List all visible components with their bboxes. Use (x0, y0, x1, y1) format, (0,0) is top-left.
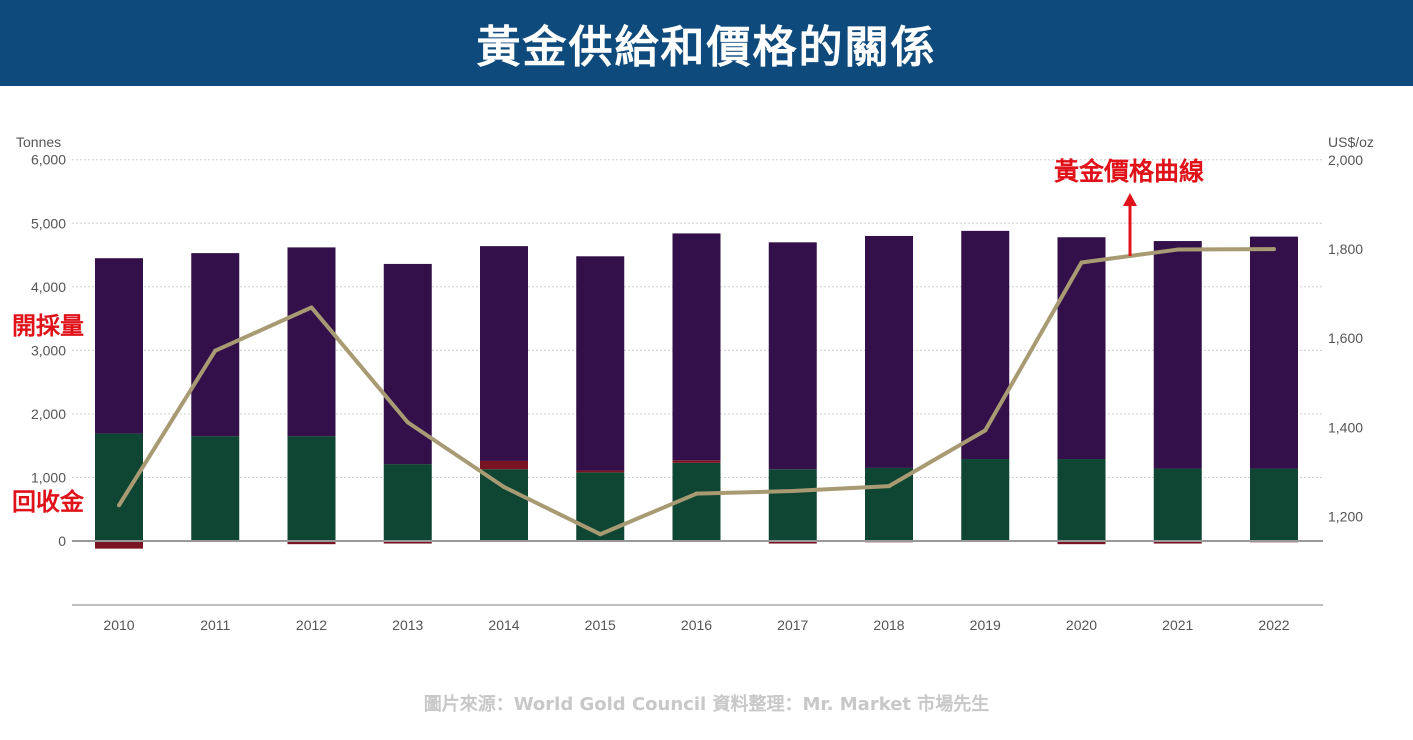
right-tick-label: 1,200 (1328, 508, 1363, 524)
bar-recycling-2012 (287, 436, 336, 541)
bar-hedging-2017 (768, 541, 817, 544)
bar-hedging-2021 (1153, 541, 1202, 544)
price-point (117, 503, 121, 508)
bar-mining-2019 (961, 230, 1010, 460)
bar-recycling-2020 (1057, 459, 1106, 541)
source-note: 圖片來源：World Gold Council 資料整理：Mr. Market … (423, 694, 990, 715)
price-point (694, 491, 699, 496)
bar-mining-2021 (1153, 241, 1202, 469)
bar-mining-2014 (480, 246, 528, 461)
right-tick-label: 1,400 (1328, 419, 1363, 435)
left-tick-label: 0 (58, 533, 66, 549)
bar-hedging-2010 (95, 541, 143, 549)
bar-recycling-2021 (1153, 468, 1202, 541)
price-point (983, 428, 988, 433)
bar-mining-2018 (865, 235, 913, 468)
bar-hedging-2014 (480, 460, 528, 470)
bar-recycling-2010 (95, 433, 143, 541)
bar-mining-2012 (287, 247, 336, 437)
left-axis: 6,000 5,000 4,000 3,000 2,000 1,000 0 (31, 152, 66, 549)
x-tick-label: 2015 (585, 617, 616, 633)
x-tick-label: 2010 (103, 617, 134, 633)
x-tick-label: 2017 (777, 617, 808, 633)
page-title: 黃金供給和價格的關係 (476, 22, 937, 73)
price-point (1175, 247, 1180, 252)
bar-mining-2015 (576, 256, 625, 471)
bar-recycling-2013 (383, 464, 432, 541)
x-tick-label: 2013 (392, 617, 423, 633)
left-tick-label: 1,000 (31, 469, 66, 485)
left-tick-label: 6,000 (31, 152, 66, 168)
x-tick-label: 2021 (1162, 617, 1193, 633)
price-line-layer (117, 247, 1276, 537)
x-tick-label: 2022 (1258, 617, 1289, 633)
bar-hedging-2012 (287, 541, 336, 545)
x-axis: 2010 2011 2012 2013 2014 2015 2016 2017 2018 2019… (103, 617, 1289, 633)
price-curve-arrow (1123, 193, 1137, 256)
price-point (1272, 247, 1276, 252)
right-tick-label: 1,600 (1328, 330, 1363, 346)
x-tick-label: 2012 (296, 617, 327, 633)
bar-recycling-2014 (480, 469, 528, 541)
bar-recycling-2018 (865, 467, 913, 541)
bar-mining-2016 (672, 233, 721, 461)
x-tick-label: 2011 (200, 617, 230, 633)
bar-recycling-2022 (1250, 468, 1298, 541)
x-tick-label: 2016 (681, 617, 712, 633)
annotation-recycling: 回收金 (12, 488, 85, 516)
price-point (405, 420, 410, 425)
price-point (887, 484, 891, 489)
bar-recycling-2019 (961, 459, 1010, 541)
right-axis-unit: US$/oz (1328, 134, 1374, 150)
bar-recycling-2011 (191, 436, 240, 541)
annotation-mining: 開採量 (12, 312, 84, 340)
x-tick-label: 2018 (873, 617, 904, 633)
bar-mining-2020 (1057, 237, 1106, 460)
price-point (309, 305, 314, 310)
bar-hedging-2020 (1057, 541, 1106, 545)
price-point (790, 489, 795, 494)
bar-mining-2010 (95, 258, 143, 434)
x-tick-label: 2019 (970, 617, 1001, 633)
price-point (1079, 260, 1084, 265)
annotation-price-curve: 黃金價格曲線 (1054, 157, 1204, 186)
price-point (598, 532, 603, 537)
bar-hedging-2015 (576, 470, 625, 473)
bar-hedging-2016 (672, 460, 721, 463)
left-tick-label: 2,000 (31, 406, 66, 422)
bar-recycling-2017 (768, 469, 817, 541)
left-tick-label: 5,000 (31, 215, 66, 231)
price-point (502, 484, 506, 489)
left-tick-label: 4,000 (31, 279, 66, 295)
page-title-banner: 黃金供給和價格的關係 (0, 0, 1413, 86)
stacked-bars (95, 230, 1298, 549)
left-tick-label: 3,000 (31, 342, 66, 358)
x-tick-label: 2014 (488, 617, 519, 633)
bar-mining-2022 (1250, 236, 1298, 469)
right-tick-label: 1,800 (1328, 241, 1363, 257)
bar-recycling-2015 (576, 472, 625, 541)
bar-hedging-2013 (383, 541, 432, 544)
x-tick-label: 2020 (1066, 617, 1097, 633)
left-axis-unit: Tonnes (16, 134, 61, 150)
right-tick-label: 2,000 (1328, 152, 1363, 168)
price-point (213, 348, 218, 353)
right-axis: 2,000 1,800 1,600 1,400 1,200 (1328, 152, 1363, 524)
bar-mining-2017 (768, 242, 817, 470)
